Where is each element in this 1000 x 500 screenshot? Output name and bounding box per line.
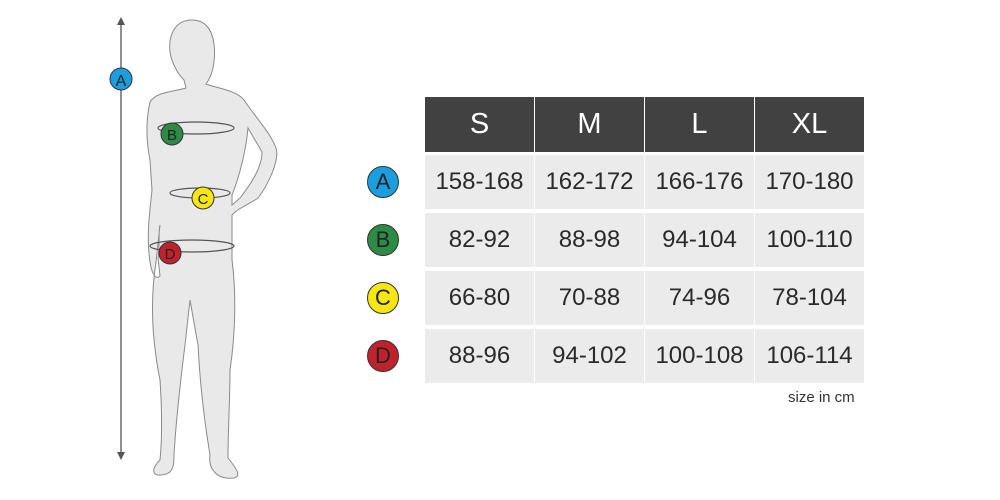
table-cell: 170-180 [755, 155, 864, 209]
arrow-up-icon [117, 17, 125, 25]
header-s: S [425, 97, 534, 152]
svg-text:C: C [198, 191, 209, 208]
table-cell: 74-96 [645, 271, 754, 325]
body-figure: A B C D [109, 17, 278, 479]
table-cell: 158-168 [425, 155, 534, 209]
marker-c: C [191, 186, 215, 210]
hip-loop [149, 239, 235, 253]
table-cell: 82-92 [425, 213, 534, 267]
svg-text:D: D [165, 246, 176, 263]
table-cell: 78-104 [755, 271, 864, 325]
header-l: L [645, 97, 754, 152]
header-xl: XL [755, 97, 864, 152]
units-note: size in cm [788, 389, 855, 406]
row-badge-b: B [367, 224, 399, 256]
table-cell: 88-96 [425, 329, 534, 383]
table-cell: 100-108 [645, 329, 754, 383]
row-badge-c: C [367, 282, 399, 314]
table-cell: 70-88 [535, 271, 644, 325]
table-cell: 162-172 [535, 155, 644, 209]
header-m: M [535, 97, 644, 152]
table-cell: 100-110 [755, 213, 864, 267]
row-badge-a: A [367, 166, 399, 198]
svg-text:B: B [167, 127, 177, 144]
marker-d: D [158, 241, 182, 265]
arrow-down-icon [117, 452, 125, 460]
chest-loop [157, 121, 235, 135]
table-cell: 66-80 [425, 271, 534, 325]
table-cell: 88-98 [535, 213, 644, 267]
table-cell: 94-102 [535, 329, 644, 383]
row-badge-d: D [367, 340, 399, 372]
marker-a: A [109, 67, 133, 91]
table-cell: 94-104 [645, 213, 754, 267]
table-cell: 166-176 [645, 155, 754, 209]
table-cell: 106-114 [755, 329, 864, 383]
svg-text:A: A [116, 73, 127, 90]
marker-b: B [160, 122, 184, 146]
